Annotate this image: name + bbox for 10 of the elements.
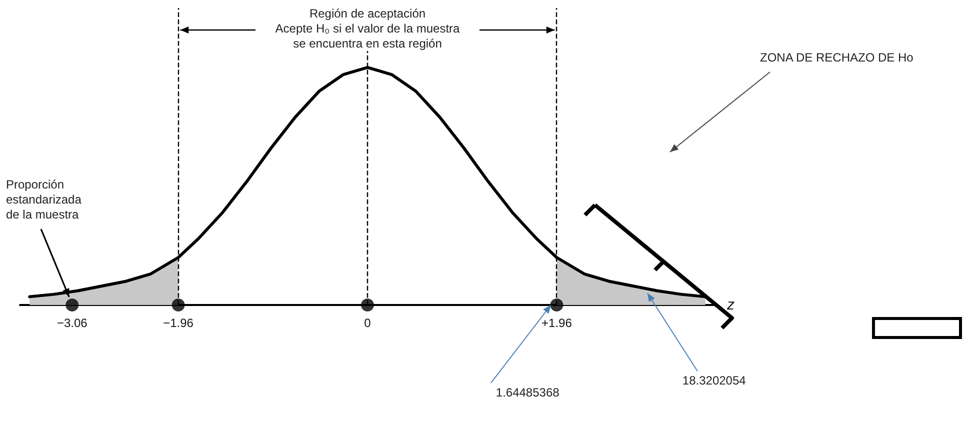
x-tick-label: 0 (364, 316, 372, 330)
annotation: Proporción estandarizada de la muestra (6, 178, 82, 222)
annotation: 1.64485368 (496, 386, 560, 400)
x-tick-label: −3.06 (56, 316, 88, 330)
x-tick-label: +1.96 (542, 316, 572, 330)
x-tick-label: −1.96 (163, 316, 194, 330)
annotation: 18.3202054 (682, 374, 746, 388)
x-axis-title: z (726, 296, 735, 314)
text: ZONA DE RECHAZO DE Ho (760, 50, 914, 64)
text: Región de aceptación Acepte H₀ si el valor de la muestra se encuentra en esta región (275, 6, 460, 50)
